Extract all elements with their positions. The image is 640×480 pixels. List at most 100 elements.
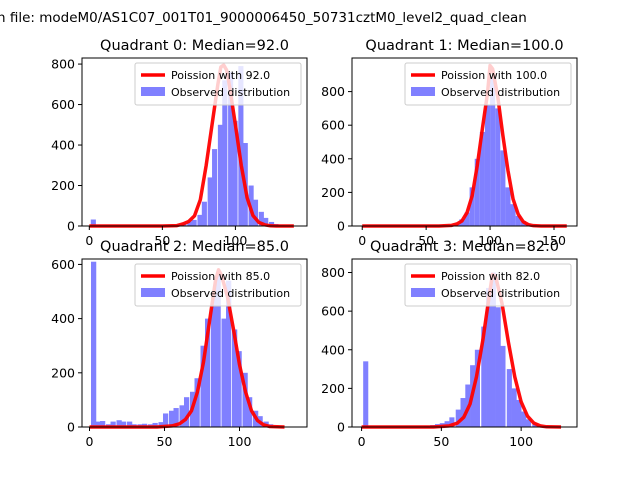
- y-tick-label: 0: [337, 219, 345, 234]
- legend-label-observed: Observed distribution: [171, 287, 290, 300]
- legend-frame: [134, 62, 302, 106]
- histogram-bar: [194, 378, 200, 427]
- histogram-bar: [152, 422, 158, 427]
- histogram-bar: [91, 261, 97, 427]
- histogram-bar: [215, 275, 221, 427]
- legend-label-observed: Observed distribution: [441, 86, 560, 99]
- histogram-bar: [363, 361, 369, 427]
- axes-frame: [81, 258, 308, 428]
- observed-histogram: [363, 272, 557, 427]
- panel-title: Quadrant 3: Median=82.0: [370, 239, 559, 255]
- histogram-bar: [169, 410, 175, 427]
- histogram-bar: [221, 318, 227, 427]
- legend-bar-swatch: [141, 87, 165, 96]
- histogram-bar: [495, 108, 501, 226]
- histogram-bar: [490, 272, 496, 427]
- x-tick-label: 100: [509, 434, 533, 449]
- histogram-bar: [500, 345, 506, 427]
- histogram-bar: [217, 124, 223, 226]
- y-tick-label: 400: [51, 311, 75, 326]
- axes-frame: [351, 258, 578, 428]
- histogram-bar: [506, 369, 512, 427]
- histogram-bar: [158, 422, 164, 427]
- histogram-bar: [228, 72, 234, 226]
- x-tick-label: 50: [154, 233, 170, 248]
- axes-frame: [351, 57, 578, 227]
- histogram-bar: [515, 215, 521, 226]
- histogram-bar: [490, 78, 496, 226]
- histogram-bar: [212, 149, 218, 226]
- legend: Poission with 85.0 Observed distribution: [134, 263, 302, 307]
- histogram-bar: [247, 397, 253, 427]
- histogram-bar: [455, 409, 461, 427]
- y-tick-label: 0: [67, 219, 75, 234]
- histogram-bar: [495, 307, 501, 427]
- histogram-bar: [211, 291, 217, 427]
- legend: Poission with 92.0 Observed distribution: [134, 62, 302, 106]
- legend-label-poisson: Poission with 100.0: [441, 69, 547, 82]
- y-tick-label: 0: [67, 420, 75, 435]
- histogram-bar: [252, 199, 259, 226]
- legend-label-poisson: Poission with 82.0: [441, 270, 540, 283]
- histogram-bar: [173, 408, 179, 427]
- histogram-bar: [110, 421, 116, 427]
- y-tick-label: 800: [51, 57, 75, 72]
- histogram-bar: [460, 398, 466, 427]
- legend-label-poisson: Poission with 92.0: [171, 69, 270, 82]
- histogram-bar: [226, 280, 232, 427]
- axes-frame: [81, 57, 308, 227]
- y-tick-label: 200: [321, 381, 345, 396]
- x-tick-label: 100: [223, 233, 247, 248]
- histogram-bar: [127, 421, 133, 427]
- y-tick-label: 200: [51, 178, 75, 193]
- histogram-bar: [232, 120, 238, 226]
- histogram-bar: [90, 219, 96, 226]
- histogram-bar: [486, 287, 492, 427]
- subplots-grid: 0 50 100 0 200 400 600 800 Quadrant 0: Median=92…: [51, 38, 578, 449]
- legend-label-observed: Observed distribution: [171, 86, 290, 99]
- y-tick-label: 600: [51, 257, 75, 272]
- x-tick-label: 0: [85, 233, 93, 248]
- panel-title: Quadrant 0: Median=92.0: [100, 38, 289, 54]
- histogram-bar: [238, 66, 244, 226]
- y-tick-label: 600: [321, 304, 345, 319]
- histogram-bar: [187, 221, 193, 226]
- panel-title: Quadrant 1: Median=100.0: [365, 38, 563, 54]
- y-tick-label: 200: [51, 365, 75, 380]
- y-tick-label: 800: [321, 265, 345, 280]
- y-tick-label: 400: [321, 151, 345, 166]
- histogram-bar: [207, 177, 213, 226]
- histogram-bar: [263, 217, 269, 226]
- quadrant-2-plot: 0 50 100 0 200 400 600 Quadrant 2: Median=85.0 P…: [51, 239, 308, 449]
- quadrant-1-plot: 0 50 100 150 0 200 400 600 800 Quadrant 1: Median…: [321, 38, 578, 248]
- histogram-bar: [474, 158, 480, 226]
- figure-suptitle: n file: modeM0/AS1C07_001T01_9000006450_…: [0, 10, 527, 26]
- histogram-bar: [469, 187, 475, 226]
- legend: Poission with 82.0 Observed distribution: [404, 263, 572, 307]
- histogram-bar: [201, 201, 207, 226]
- legend-label-poisson: Poission with 85.0: [171, 270, 270, 283]
- histogram-bar: [474, 349, 480, 427]
- legend-bar-swatch: [141, 288, 165, 297]
- histogram-bar: [100, 421, 106, 427]
- panel-title: Quadrant 2: Median=85.0: [100, 239, 289, 255]
- x-tick-label: 100: [478, 233, 502, 248]
- x-tick-label: 0: [358, 434, 366, 449]
- histogram-bar: [121, 421, 127, 427]
- histogram-bar: [449, 417, 455, 427]
- histogram-bar: [521, 411, 527, 427]
- histogram-bar: [444, 421, 450, 427]
- x-tick-label: 0: [358, 233, 366, 248]
- x-tick-label: 50: [418, 233, 434, 248]
- legend-frame: [404, 62, 572, 106]
- histogram-bar: [197, 214, 203, 226]
- legend-label-observed: Observed distribution: [441, 287, 560, 300]
- histogram-bar: [511, 388, 517, 427]
- legend-frame: [404, 263, 572, 307]
- histogram-bar: [510, 204, 516, 226]
- histogram-bar: [505, 187, 511, 226]
- histogram-bar: [116, 420, 122, 427]
- legend-bar-swatch: [411, 288, 435, 297]
- histogram-bar: [232, 329, 238, 427]
